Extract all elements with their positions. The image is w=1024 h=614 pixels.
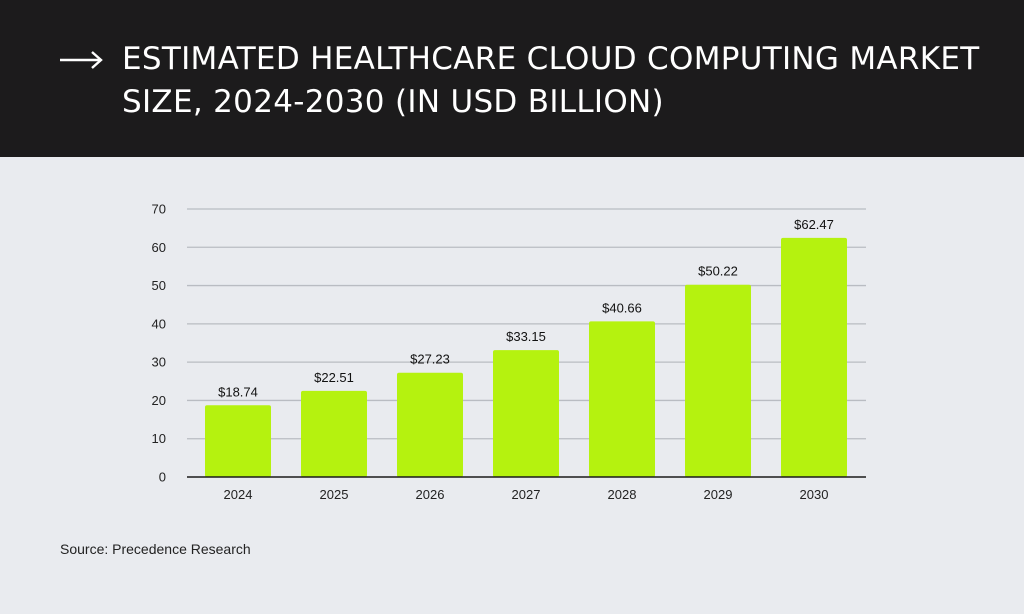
bar-2027 — [493, 350, 559, 477]
y-axis-ticks: 0 10 20 30 40 50 60 70 — [152, 202, 166, 485]
header-banner: ESTIMATED HEALTHCARE CLOUD COMPUTING MAR… — [0, 0, 1024, 157]
data-label-2024: $18.74 — [218, 384, 258, 399]
x-tick-label-2024: 2024 — [224, 487, 253, 502]
y-tick-label: 60 — [152, 240, 166, 255]
x-tick-label-2028: 2028 — [608, 487, 637, 502]
chart-title: ESTIMATED HEALTHCARE CLOUD COMPUTING MAR… — [122, 41, 980, 120]
y-tick-label: 30 — [152, 355, 166, 370]
bar-2025 — [301, 390, 367, 477]
y-tick-label: 0 — [159, 470, 166, 485]
source-note: Source: Precedence Research — [60, 541, 251, 557]
data-label-2026: $27.23 — [410, 352, 450, 367]
y-tick-label: 70 — [152, 202, 166, 217]
bar-chart: 0 10 20 30 40 50 60 70 $18.74 $22.51 $27.23 $33.15… — [0, 157, 1024, 614]
x-tick-label-2030: 2030 — [800, 487, 829, 502]
x-tick-label-2026: 2026 — [416, 487, 445, 502]
x-tick-label-2025: 2025 — [320, 487, 349, 502]
data-label-2030: $62.47 — [794, 217, 834, 232]
y-tick-label: 10 — [152, 431, 166, 446]
y-tick-label: 20 — [152, 393, 166, 408]
bar-2026 — [397, 372, 463, 477]
bar-2029 — [685, 284, 751, 477]
data-labels: $18.74 $22.51 $27.23 $33.15 $40.66 $50.22 $62.… — [218, 217, 834, 399]
y-tick-label: 40 — [152, 316, 166, 331]
data-label-2027: $33.15 — [506, 329, 546, 344]
data-label-2025: $22.51 — [314, 370, 354, 385]
bar-2028 — [589, 321, 655, 477]
bar-2024 — [205, 405, 271, 477]
data-label-2028: $40.66 — [602, 300, 642, 315]
bar-2030 — [781, 237, 847, 477]
arrow-right-icon — [60, 51, 103, 69]
x-axis-ticks: 2024 2025 2026 2027 2028 2029 2030 — [224, 487, 829, 502]
data-label-2029: $50.22 — [698, 264, 738, 279]
bars — [205, 237, 847, 477]
x-tick-label-2029: 2029 — [704, 487, 733, 502]
x-tick-label-2027: 2027 — [512, 487, 541, 502]
y-tick-label: 50 — [152, 278, 166, 293]
